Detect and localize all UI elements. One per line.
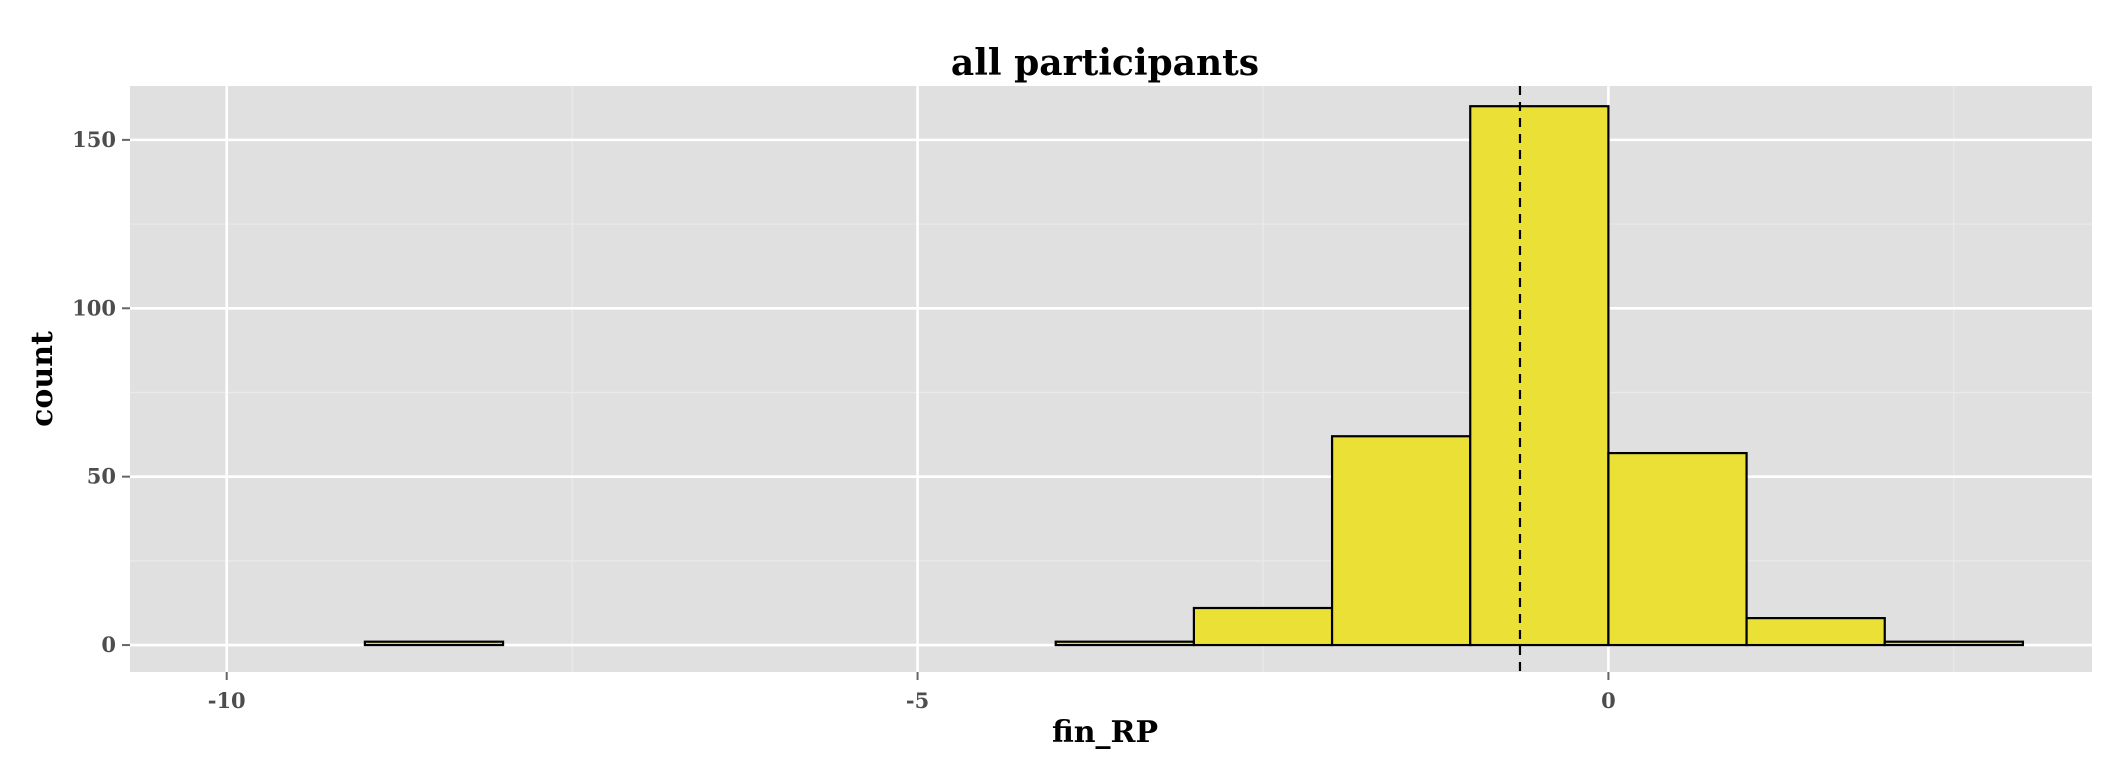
x-axis-title: fin_RP	[1052, 715, 1158, 750]
histogram-bar	[1054, 640, 1196, 647]
y-axis: 0 50 100 150	[72, 127, 130, 657]
histogram-bar	[1745, 617, 1886, 647]
x-tick-label: -5	[906, 688, 929, 713]
y-tick-label: 50	[87, 464, 116, 489]
histogram-bar	[1607, 451, 1748, 647]
y-tick-label: 0	[101, 632, 116, 657]
histogram-bar	[363, 640, 505, 647]
y-axis-title: count	[25, 331, 60, 427]
plot-panel	[130, 86, 2092, 672]
x-tick-label: 0	[1601, 688, 1616, 713]
histogram-bar	[1192, 606, 1334, 647]
histogram-bar	[1330, 435, 1472, 647]
y-tick-label: 150	[72, 127, 116, 152]
histogram-bars	[363, 105, 2025, 647]
x-tick-label: -10	[208, 688, 246, 713]
chart-title: all participants	[951, 42, 1259, 84]
minor-gridlines	[130, 86, 2092, 672]
histogram-bar	[1469, 105, 1610, 647]
histogram-bar	[1883, 640, 2025, 647]
y-tick-label: 100	[72, 295, 116, 320]
x-axis: -10 -5 0	[208, 672, 1616, 713]
